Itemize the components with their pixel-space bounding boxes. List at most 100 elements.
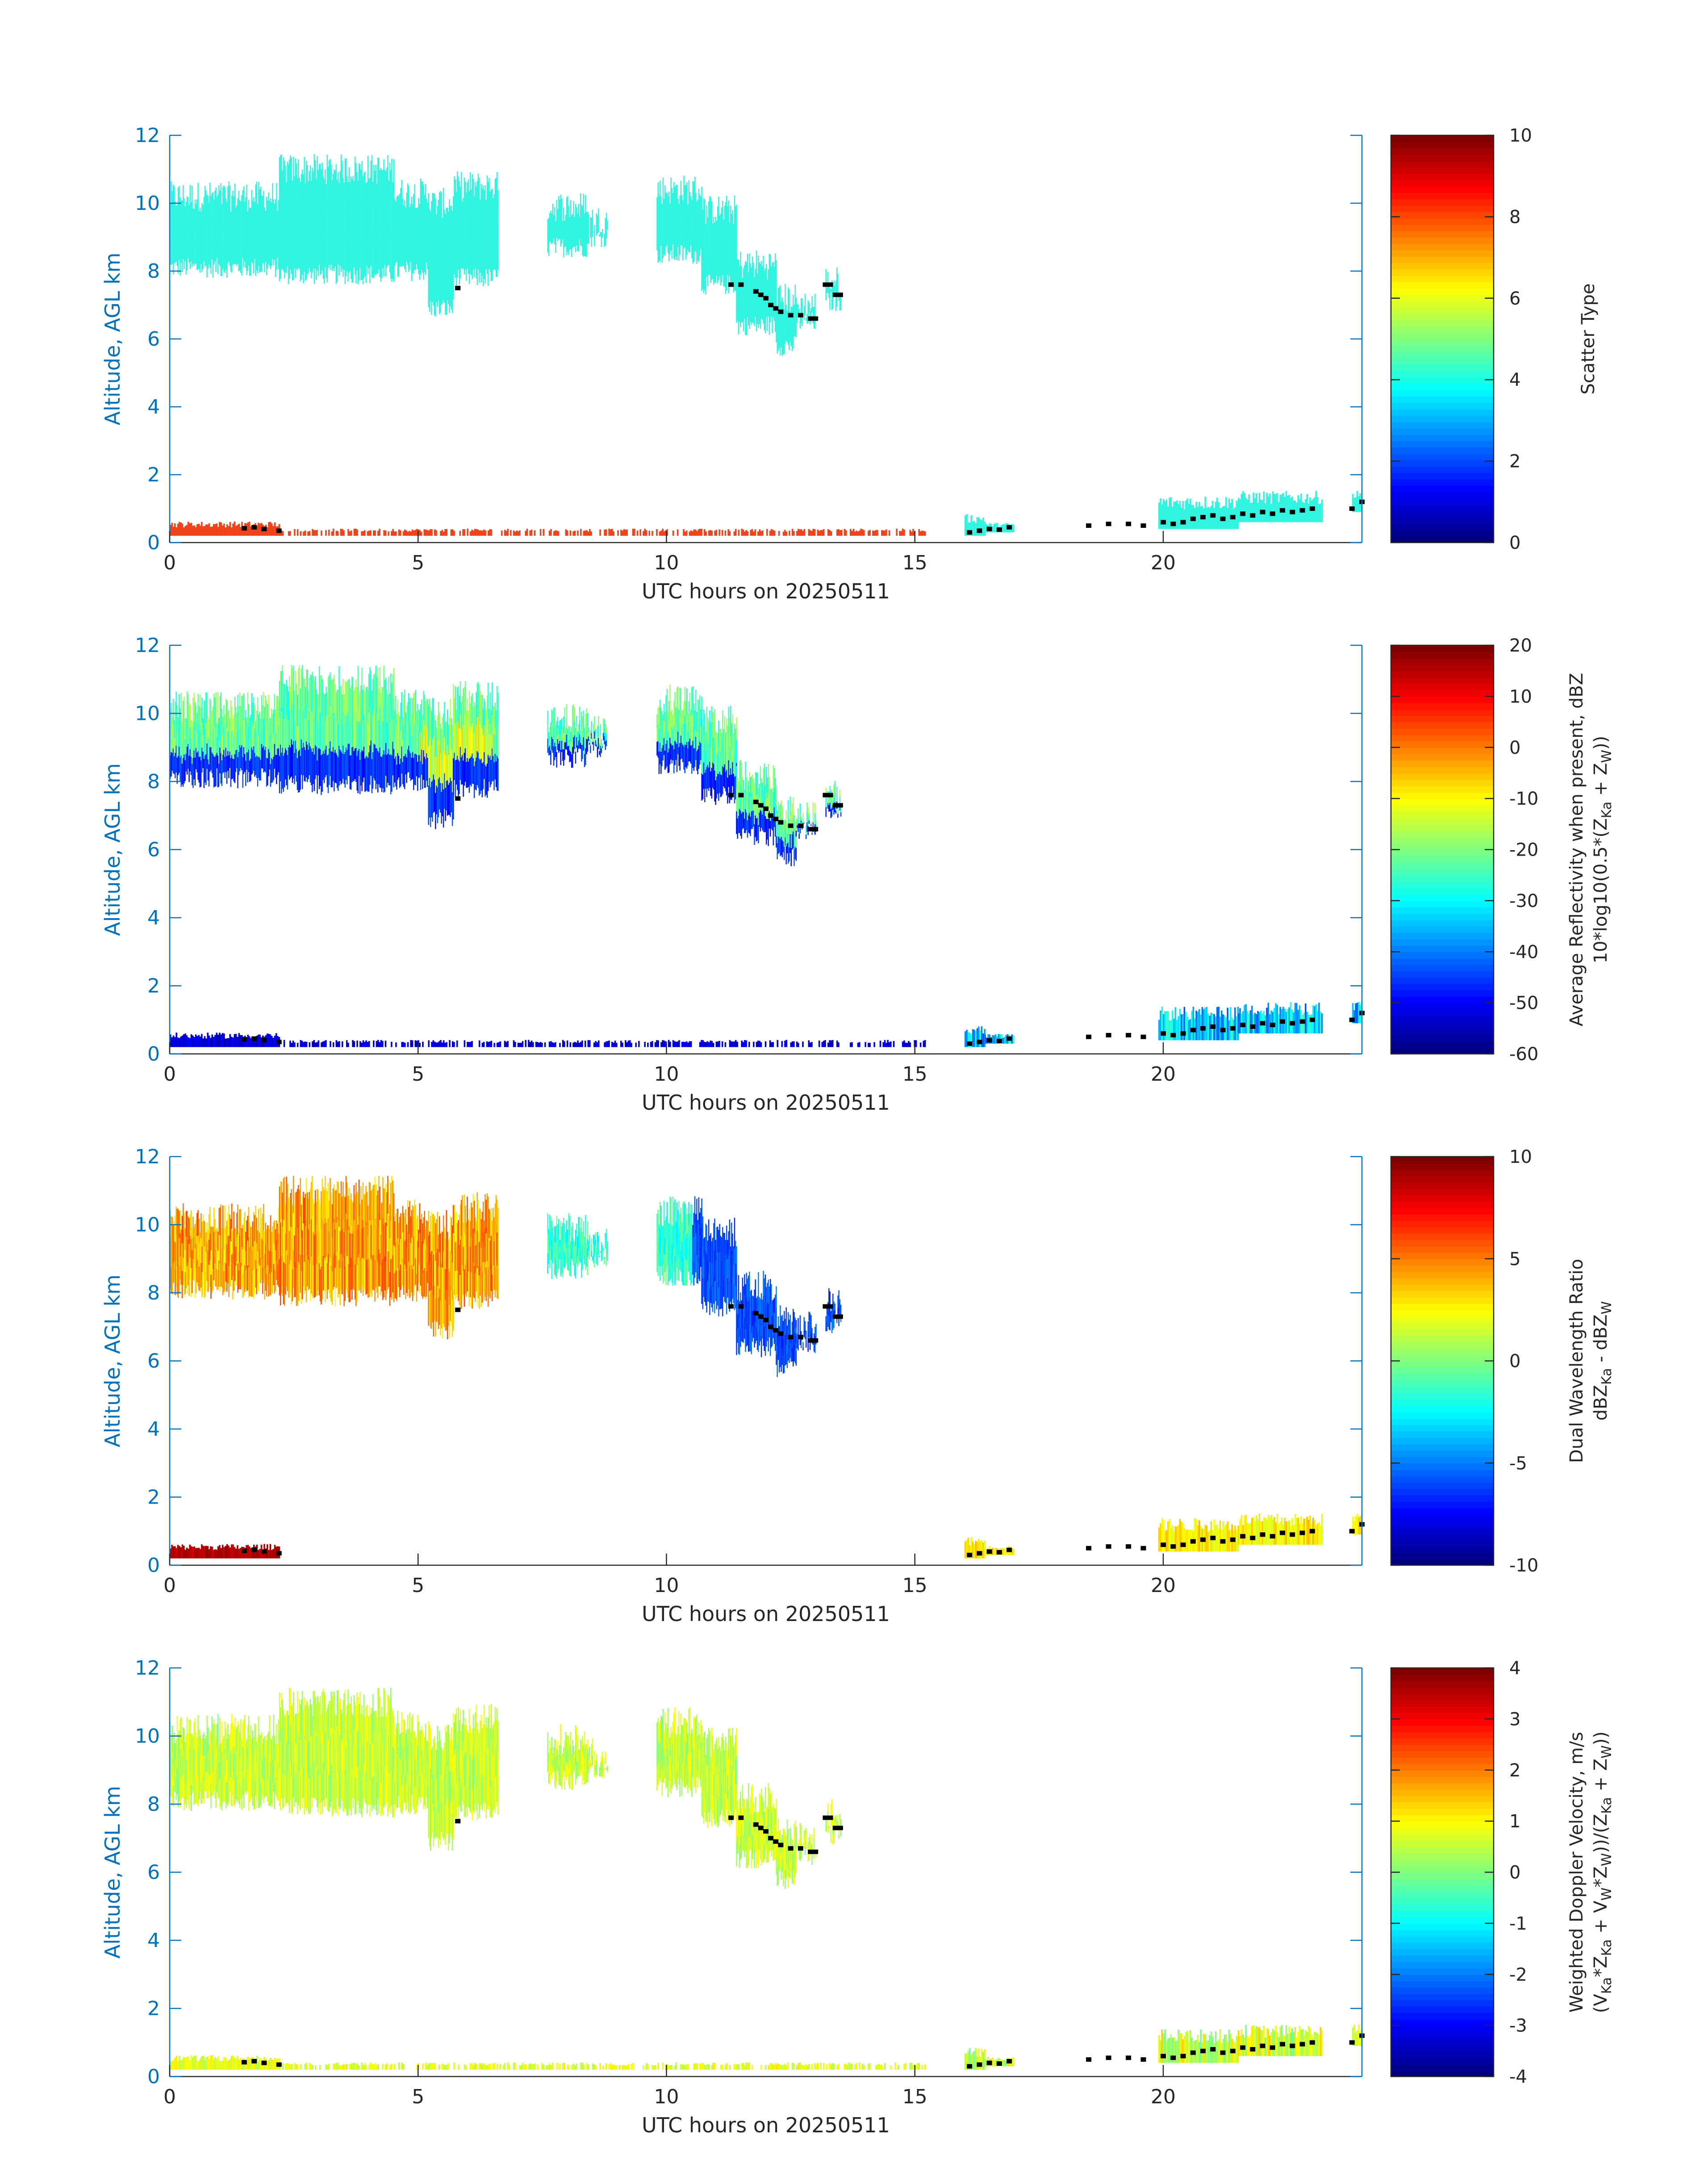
echo-strip bbox=[451, 205, 452, 241]
echo-strip bbox=[1258, 493, 1261, 522]
echo-strip bbox=[220, 1232, 221, 1259]
echo-strip bbox=[723, 767, 724, 787]
echo-strip bbox=[389, 236, 391, 273]
echo-strip bbox=[309, 1042, 311, 1047]
echo-strip bbox=[1171, 1010, 1173, 1040]
echo-strip bbox=[409, 207, 410, 228]
echo-strip bbox=[460, 204, 462, 236]
echo-strip bbox=[489, 529, 491, 536]
echo-strip bbox=[423, 184, 424, 217]
echo-strip bbox=[685, 1041, 688, 1047]
echo-strip bbox=[1198, 1009, 1200, 1040]
echo-strip bbox=[840, 530, 843, 536]
echo-strip bbox=[717, 257, 718, 284]
echo-strip bbox=[412, 205, 413, 228]
echo-strip bbox=[404, 246, 405, 269]
echo-strip bbox=[793, 305, 795, 316]
echo-strip bbox=[745, 285, 746, 311]
echo-strip bbox=[447, 238, 448, 270]
echo-strip bbox=[205, 692, 207, 723]
colorbar-step bbox=[1391, 504, 1494, 511]
echo-strip bbox=[580, 529, 582, 536]
echo-strip bbox=[749, 772, 750, 793]
echo-strip bbox=[281, 154, 282, 193]
echo-strip bbox=[235, 245, 237, 264]
echo-strip bbox=[781, 1041, 783, 1047]
cloud-base-point bbox=[261, 1038, 267, 1043]
echo-strip bbox=[450, 205, 451, 239]
echo-strip bbox=[224, 756, 226, 778]
echo-strip bbox=[214, 757, 216, 787]
echo-strip bbox=[335, 531, 338, 536]
echo-strip bbox=[490, 220, 492, 251]
echo-strip bbox=[656, 1040, 658, 1047]
echo-strip bbox=[427, 728, 428, 758]
echo-strip bbox=[430, 271, 431, 301]
echo-strip bbox=[519, 530, 521, 536]
echo-strip bbox=[325, 202, 326, 235]
echo-strip bbox=[307, 707, 308, 745]
echo-strip bbox=[607, 220, 608, 224]
echo-strip bbox=[330, 715, 332, 752]
echo-strip bbox=[772, 309, 773, 334]
echo-strip bbox=[743, 812, 744, 828]
echo-strip bbox=[778, 806, 780, 822]
echo-strip bbox=[1161, 504, 1163, 529]
echo-strip bbox=[265, 210, 267, 228]
echo-strip bbox=[825, 290, 827, 301]
echo-strip bbox=[196, 199, 198, 223]
echo-strip bbox=[318, 197, 320, 231]
echo-strip bbox=[419, 530, 421, 536]
echo-strip bbox=[353, 181, 355, 210]
echo-strip bbox=[1169, 497, 1170, 529]
echo-strip bbox=[273, 199, 274, 221]
echo-strip bbox=[180, 1248, 182, 1266]
echo-strip bbox=[733, 733, 735, 754]
echo-strip bbox=[254, 240, 255, 259]
echo-strip bbox=[1303, 503, 1305, 522]
echo-strip bbox=[246, 1037, 247, 1047]
echo-strip bbox=[263, 191, 264, 215]
echo-strip bbox=[228, 1235, 230, 1266]
echo-strip bbox=[213, 524, 215, 536]
y-tick-label: 4 bbox=[147, 907, 160, 929]
echo-strip bbox=[981, 520, 983, 536]
echo-strip bbox=[226, 227, 228, 253]
echo-strip bbox=[798, 1043, 799, 1047]
echo-strip bbox=[421, 240, 422, 270]
echo-strip bbox=[1218, 1007, 1219, 1040]
echo-strip bbox=[485, 223, 487, 247]
echo-strip bbox=[433, 192, 434, 231]
colorbar-step bbox=[1391, 786, 1494, 793]
echo-strip bbox=[400, 188, 401, 214]
echo-strip bbox=[249, 760, 251, 782]
echo-strip bbox=[564, 1041, 565, 1047]
echo-strip bbox=[289, 239, 290, 279]
echo-strip bbox=[666, 740, 668, 766]
echo-strip bbox=[827, 1042, 829, 1047]
colorbar-step bbox=[1391, 517, 1494, 524]
echo-strip bbox=[295, 706, 296, 741]
echo-strip bbox=[677, 529, 679, 536]
echo-strip bbox=[475, 733, 476, 762]
echo-strip bbox=[1192, 1007, 1194, 1040]
echo-strip bbox=[243, 213, 245, 241]
echo-strip bbox=[423, 248, 424, 280]
echo-strip bbox=[181, 1270, 183, 1299]
echo-strip bbox=[459, 248, 461, 279]
echo-strip bbox=[429, 529, 431, 536]
echo-strip bbox=[334, 717, 336, 750]
echo-strip bbox=[229, 522, 231, 536]
echo-strip bbox=[390, 170, 392, 207]
echo-strip bbox=[662, 528, 664, 536]
echo-strip bbox=[708, 250, 710, 275]
echo-strip bbox=[445, 788, 446, 821]
echo-strip bbox=[491, 715, 493, 748]
echo-strip bbox=[570, 731, 572, 742]
echo-strip bbox=[205, 1252, 207, 1272]
echo-strip bbox=[594, 239, 595, 247]
echo-strip bbox=[1254, 498, 1256, 522]
echo-strip bbox=[343, 212, 345, 241]
echo-strip bbox=[248, 243, 250, 266]
echo-strip bbox=[188, 1218, 190, 1244]
